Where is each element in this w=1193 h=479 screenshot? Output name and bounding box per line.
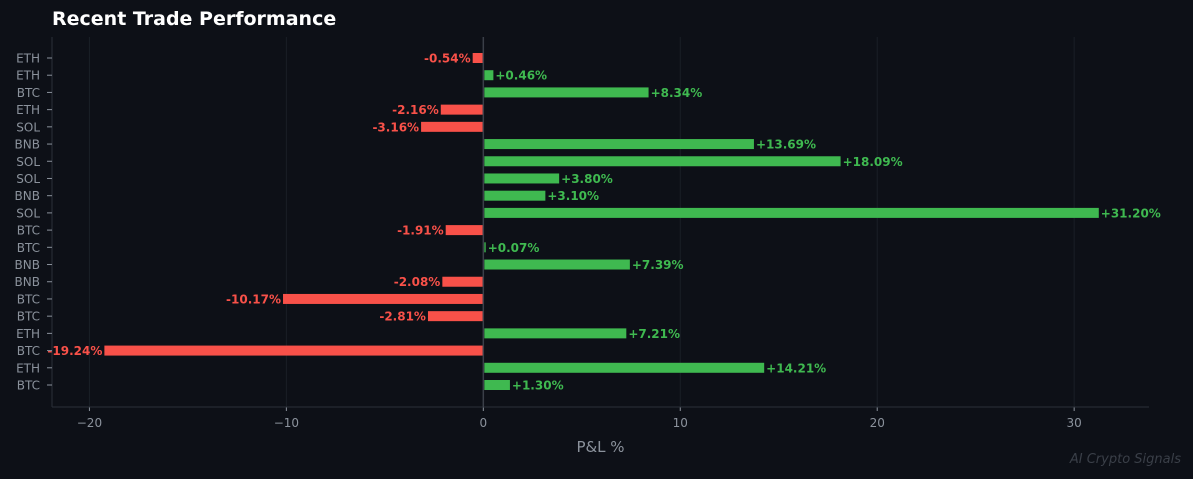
x-tick-label: 10 xyxy=(673,416,688,430)
bar xyxy=(484,242,486,253)
bar xyxy=(484,139,754,150)
bar xyxy=(442,276,484,287)
y-tick-label: ETH xyxy=(16,327,40,341)
x-axis-label: P&L % xyxy=(576,438,624,456)
y-tick-label: BTC xyxy=(17,379,40,393)
x-tick-label: 0 xyxy=(479,416,487,430)
y-tick-label: SOL xyxy=(16,172,40,186)
bar xyxy=(484,380,510,390)
bar-data-label: -2.81% xyxy=(379,310,426,324)
bar xyxy=(484,190,546,201)
bar-data-label: -2.16% xyxy=(392,103,439,117)
bar xyxy=(472,53,484,63)
bar-data-label: +18.09% xyxy=(843,155,903,169)
bar-data-label: +7.39% xyxy=(632,258,684,272)
bar xyxy=(440,104,484,115)
y-tick-label: ETH xyxy=(16,103,40,117)
bar xyxy=(484,156,841,167)
bar-data-label: +7.21% xyxy=(628,327,680,341)
bar-data-label: -0.54% xyxy=(424,52,471,66)
chart-title: Recent Trade Performance xyxy=(52,8,337,30)
bar xyxy=(484,70,494,81)
x-tick-label: 30 xyxy=(1067,416,1082,430)
bar xyxy=(484,362,765,373)
bar-data-label: -10.17% xyxy=(226,292,281,306)
bar xyxy=(484,259,630,270)
bar xyxy=(421,121,484,132)
bar xyxy=(283,293,484,304)
bar-data-label: -19.24% xyxy=(47,344,102,358)
bar-data-label: -3.16% xyxy=(372,120,419,134)
watermark: AI Crypto Signals xyxy=(1069,452,1181,467)
y-tick-label: BNB xyxy=(15,189,40,203)
bar-data-label: +13.69% xyxy=(756,138,816,152)
y-tick-label: BTC xyxy=(17,292,40,306)
y-tick-label: BNB xyxy=(15,138,40,152)
y-tick-label: ETH xyxy=(16,69,40,83)
bar xyxy=(427,311,484,322)
y-tick-label: SOL xyxy=(16,120,40,134)
bar-data-label: +31.20% xyxy=(1101,206,1161,220)
y-tick-label: BTC xyxy=(17,310,40,324)
bar xyxy=(484,207,1099,218)
y-tick-label: BNB xyxy=(15,275,40,289)
bar xyxy=(484,173,560,184)
bar-data-label: -2.08% xyxy=(394,275,441,289)
x-tick-label: −20 xyxy=(77,416,102,430)
x-tick-label: 20 xyxy=(870,416,885,430)
y-tick-label: BTC xyxy=(17,86,40,100)
bar xyxy=(104,345,484,356)
x-tick-label: −10 xyxy=(274,416,299,430)
y-tick-label: BNB xyxy=(15,258,40,272)
y-tick-label: SOL xyxy=(16,155,40,169)
y-tick-label: ETH xyxy=(16,52,40,66)
bar-data-label: +0.46% xyxy=(495,69,547,83)
bar xyxy=(484,328,627,339)
bar xyxy=(484,87,649,98)
bar xyxy=(445,225,484,236)
y-tick-label: SOL xyxy=(16,206,40,220)
bar-data-label: +1.30% xyxy=(512,379,564,393)
y-tick-label: BTC xyxy=(17,224,40,238)
bar-data-label: -1.91% xyxy=(397,224,444,238)
y-tick-label: BTC xyxy=(17,241,40,255)
y-tick-label: ETH xyxy=(16,361,40,375)
bar-data-label: +3.10% xyxy=(547,189,599,203)
bar-data-label: +8.34% xyxy=(651,86,703,100)
bar-data-label: +3.80% xyxy=(561,172,613,186)
bar-data-label: +0.07% xyxy=(488,241,540,255)
bar-data-label: +14.21% xyxy=(766,361,826,375)
y-tick-label: BTC xyxy=(17,344,40,358)
